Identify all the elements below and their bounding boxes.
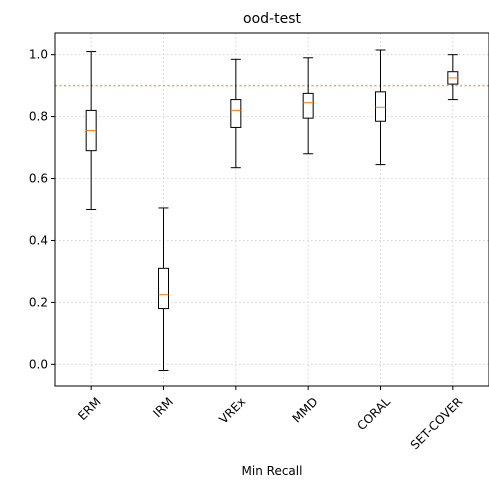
iqr-box <box>230 99 242 128</box>
box-mmd <box>302 57 314 155</box>
plot-frame <box>54 32 489 387</box>
x-tick-label: MMD <box>290 395 321 426</box>
x-tick-label: VREx <box>216 395 248 427</box>
chart-title: ood-test <box>243 11 301 27</box>
iqr-box <box>375 91 386 122</box>
y-tick-label: 0.8 <box>29 110 48 124</box>
x-tick-label: ERM <box>75 395 103 423</box>
x-tick-label: SET-COVER <box>408 395 466 453</box>
y-tick-label: 0.2 <box>29 295 48 309</box>
box-erm <box>85 51 97 210</box>
y-tick-label: 0.6 <box>29 172 48 186</box>
y-tick-label: 1.0 <box>29 48 48 62</box>
x-tick-label: CORAL <box>354 394 393 433</box>
box-set-cover <box>447 54 459 101</box>
y-axis: 0.0 0.2 0.4 0.6 0.8 1.0 <box>29 48 55 371</box>
y-tick-label: 0.4 <box>29 233 48 247</box>
iqr-box <box>158 267 169 310</box>
x-tick-label: IRM <box>150 395 176 421</box>
box-irm <box>158 207 169 372</box>
iqr-box <box>302 92 314 119</box>
box-layer <box>85 49 459 372</box>
x-axis-label: Min Recall <box>242 464 303 478</box>
x-axis: ERM IRM VREx MMD CORAL SET-COVER <box>75 386 465 452</box>
box-vrex <box>230 58 242 169</box>
y-tick-label: 0.0 <box>29 357 48 371</box>
box-coral <box>375 49 386 166</box>
